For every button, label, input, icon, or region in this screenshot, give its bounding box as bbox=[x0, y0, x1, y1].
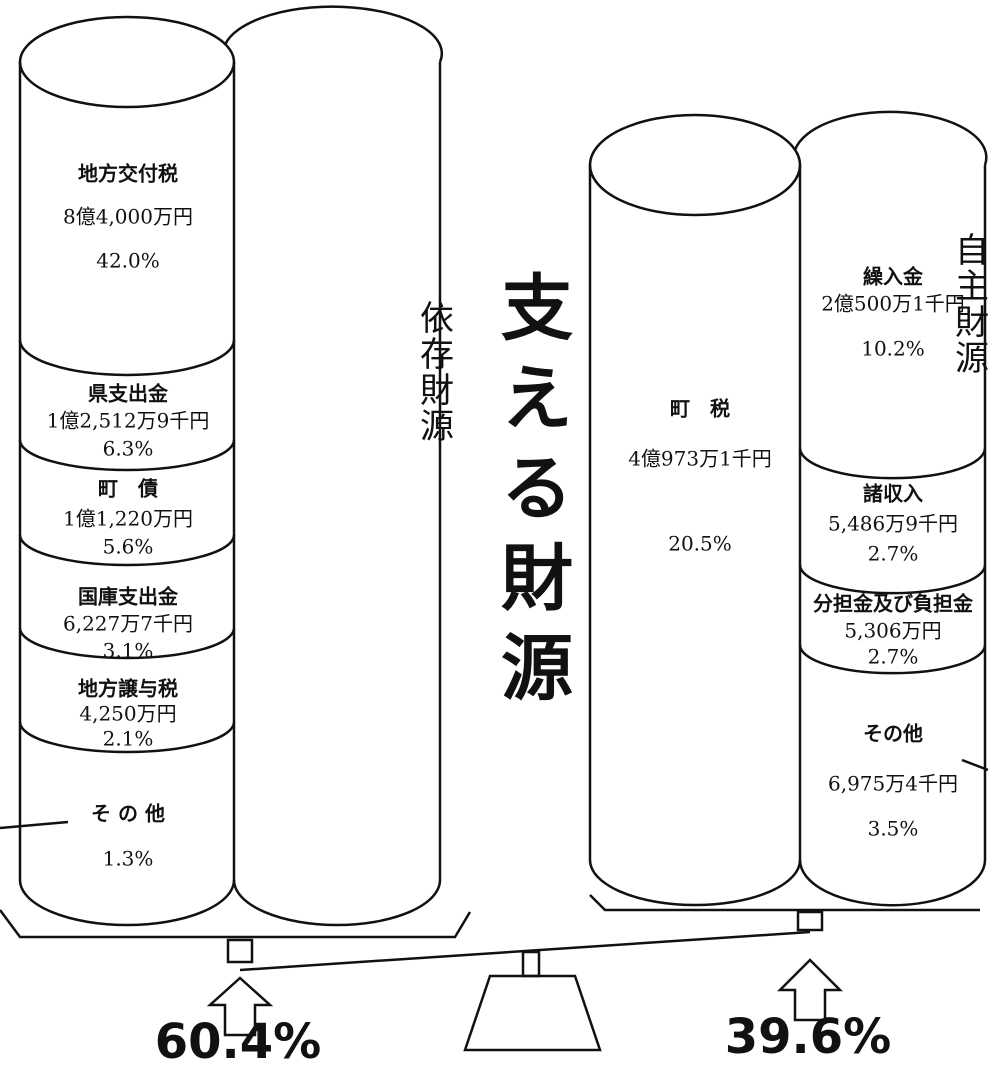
independent-total: 39.6% bbox=[725, 1009, 892, 1065]
item-amount: 4億973万1千円 bbox=[628, 447, 772, 471]
independent-label: 自主財源 bbox=[949, 232, 988, 376]
item-amount: 5,306万円 bbox=[844, 619, 941, 643]
item-percent: 5.6% bbox=[103, 535, 154, 559]
item-percent: 6.3% bbox=[103, 437, 154, 461]
balance bbox=[0, 758, 988, 1052]
item-amount: 1億2,512万9千円 bbox=[47, 409, 210, 433]
item-name: そ の 他 bbox=[91, 802, 165, 826]
item-name: 県支出金 bbox=[88, 382, 169, 406]
item-name: 地方譲与税 bbox=[78, 677, 178, 701]
item-name: 分担金及び負担金 bbox=[813, 592, 974, 616]
item-percent: 3.5% bbox=[868, 817, 919, 841]
item-percent: 20.5% bbox=[668, 532, 732, 556]
item-amount: 5,486万9千円 bbox=[828, 512, 958, 536]
item-percent: 1.3% bbox=[103, 847, 154, 871]
dependent-label: 依存財源 bbox=[414, 300, 454, 444]
item-percent: 2.1% bbox=[103, 727, 154, 751]
item-percent: 3.1% bbox=[103, 639, 154, 663]
item-name: 地方交付税 bbox=[78, 162, 178, 186]
item-amount: 4,250万円 bbox=[79, 702, 176, 726]
item-amount: 1億1,220万円 bbox=[63, 507, 193, 531]
item-percent: 10.2% bbox=[861, 337, 925, 361]
cylinders bbox=[18, 5, 988, 927]
item-percent: 42.0% bbox=[96, 249, 160, 273]
item-percent: 2.7% bbox=[868, 645, 919, 669]
item-amount: 2億500万1千円 bbox=[821, 292, 965, 316]
item-amount: 6,975万4千円 bbox=[828, 772, 958, 796]
item-amount: 8億4,000万円 bbox=[63, 205, 193, 229]
item-name: 町 税 bbox=[670, 397, 730, 421]
item-name: 諸収入 bbox=[863, 482, 923, 506]
item-name: 町 債 bbox=[98, 477, 158, 501]
item-amount: 6,227万7千円 bbox=[63, 612, 193, 636]
item-name: その他 bbox=[863, 722, 923, 746]
item-percent: 2.7% bbox=[868, 542, 919, 566]
item-name: 繰入金 bbox=[863, 265, 924, 289]
title: 支える財源 bbox=[488, 270, 572, 720]
dependent-total: 60.4% bbox=[155, 1014, 322, 1070]
item-name: 国庫支出金 bbox=[78, 585, 179, 609]
